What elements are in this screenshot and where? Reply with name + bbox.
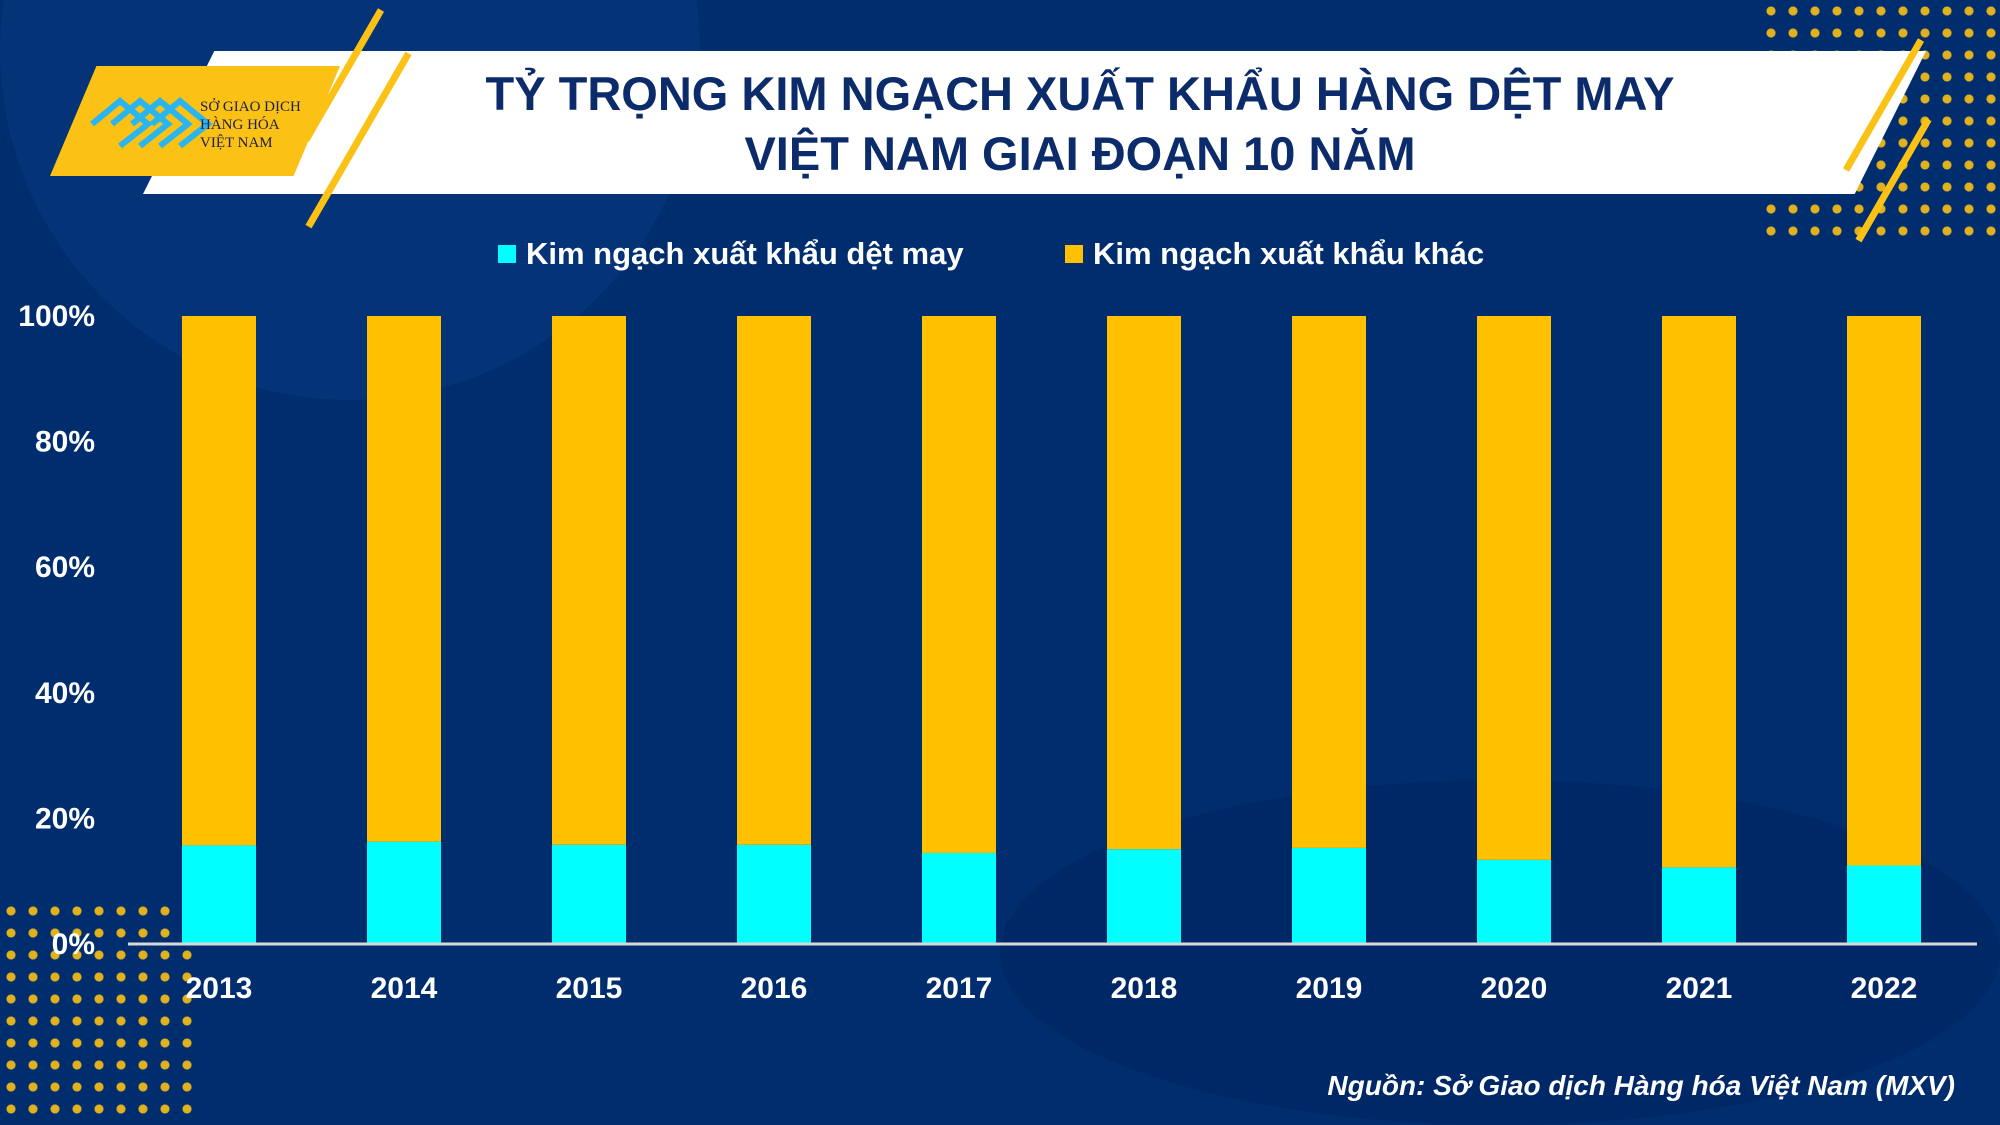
x-tick-label: 2020 — [1481, 972, 1548, 1005]
bar-segment — [367, 841, 441, 944]
bar-segment — [737, 316, 811, 845]
x-tick-label: 2019 — [1296, 972, 1363, 1005]
bar-segment — [1107, 849, 1181, 944]
legend-swatch — [498, 245, 516, 263]
bar-segment — [922, 316, 996, 853]
bar-segment — [1292, 847, 1366, 944]
bar-segment — [737, 844, 811, 944]
logo — [50, 66, 340, 176]
x-tick-label: 2022 — [1851, 972, 1918, 1005]
bar-segment — [1107, 316, 1181, 850]
y-tick-label: 80% — [35, 426, 95, 459]
y-tick-label: 20% — [35, 802, 95, 835]
bar-segment — [1847, 316, 1921, 866]
bar-segment — [922, 852, 996, 944]
bar-segment — [1477, 316, 1551, 860]
x-tick-label: 2014 — [371, 972, 438, 1005]
chart-title-line2: VIỆT NAM GIAI ĐOẠN 10 NĂM — [744, 127, 1416, 180]
bar-segment — [1292, 316, 1366, 848]
chart-title-line1: TỶ TRỌNG KIM NGẠCH XUẤT KHẨU HÀNG DỆT MA… — [485, 67, 1675, 120]
x-tick-label: 2018 — [1111, 972, 1178, 1005]
decorative-dots — [0, 900, 200, 1125]
bar-segment — [367, 316, 441, 842]
legend-item-textile: Kim ngạch xuất khẩu dệt may — [498, 236, 964, 272]
y-tick-label: 60% — [35, 551, 95, 584]
x-tick-label: 2013 — [186, 972, 253, 1005]
bar-segment — [1477, 859, 1551, 944]
logo-mark-icon — [90, 97, 213, 149]
bar-segment — [552, 844, 626, 944]
logo-line: SỞ GIAO DỊCH — [200, 99, 301, 115]
bar-segment — [1662, 867, 1736, 944]
legend-label: Kim ngạch xuất khẩu dệt may — [526, 236, 964, 271]
logo-line: VIỆT NAM — [200, 135, 273, 151]
logo-line: HÀNG HÓA — [200, 117, 280, 133]
logo-text: SỞ GIAO DỊCH HÀNG HÓA VIỆT NAM — [200, 98, 301, 152]
legend-item-other: Kim ngạch xuất khẩu khác — [1065, 236, 1484, 272]
x-tick-label: 2017 — [926, 972, 993, 1005]
legend-swatch — [1065, 245, 1083, 263]
source-note: Nguồn: Sở Giao dịch Hàng hóa Việt Nam (M… — [1327, 1070, 1955, 1101]
bar-segment — [182, 845, 256, 944]
x-tick-label: 2021 — [1666, 972, 1733, 1005]
title-banner — [143, 51, 1926, 194]
x-tick-label: 2015 — [556, 972, 623, 1005]
bar-segment — [182, 316, 256, 846]
bar-segment — [1662, 316, 1736, 868]
y-tick-label: 0% — [52, 928, 95, 961]
y-tick-label: 100% — [18, 300, 95, 333]
legend-label: Kim ngạch xuất khẩu khác — [1093, 236, 1485, 271]
y-tick-label: 40% — [35, 677, 95, 710]
x-tick-label: 2016 — [741, 972, 808, 1005]
bar-segment — [1847, 865, 1921, 944]
bar-segment — [552, 316, 626, 845]
